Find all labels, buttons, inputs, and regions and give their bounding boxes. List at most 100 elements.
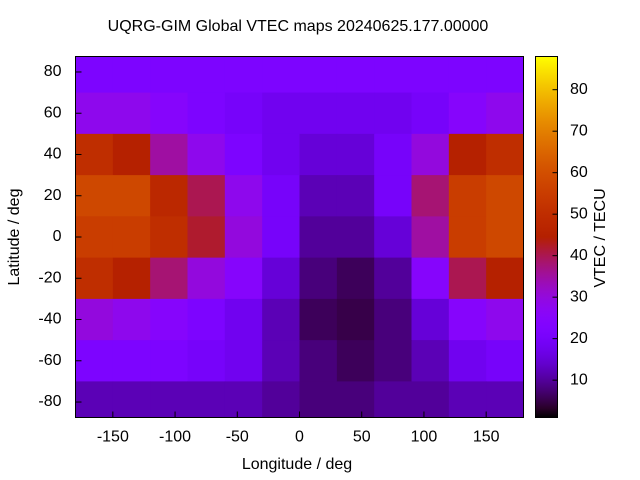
heat-cell (336, 298, 375, 341)
heat-cell (486, 381, 524, 418)
x-tick-label: 0 (295, 429, 304, 446)
heat-cell (187, 216, 226, 259)
heat-cell (187, 92, 226, 135)
heat-cell (374, 56, 412, 94)
y-tick-label: 20 (44, 187, 62, 204)
chart-title: UQRG-GIM Global VTEC maps 20240625.177.0… (108, 18, 489, 35)
heat-cell (336, 56, 375, 94)
colorbar-label: VTEC / TECU (592, 188, 609, 287)
heat-cell (411, 298, 450, 341)
colorbar-tick-label: 80 (570, 81, 588, 98)
heat-cell (448, 257, 487, 300)
heat-cell (187, 56, 226, 94)
heat-cell (374, 92, 412, 135)
heat-cell (374, 381, 412, 418)
heat-cell (374, 175, 412, 217)
heat-cell (374, 216, 412, 259)
heat-cell (187, 175, 226, 217)
heat-cell (411, 175, 450, 217)
heat-cell (75, 298, 114, 341)
heat-cell (336, 133, 375, 176)
heat-cell (262, 381, 300, 418)
heat-cell (336, 340, 375, 382)
heat-cell (187, 257, 226, 300)
heat-cell (75, 56, 114, 94)
heat-cell (336, 257, 375, 300)
heat-cell (262, 216, 300, 259)
heat-cell (112, 216, 151, 259)
heat-cell (374, 340, 412, 382)
heat-cell (112, 56, 151, 94)
heat-cell (262, 133, 300, 176)
heat-cell (75, 175, 114, 217)
heat-cell (486, 216, 524, 259)
heat-cell (448, 381, 487, 418)
heat-cell (374, 257, 412, 300)
colorbar-tick-label: 60 (570, 164, 588, 181)
heat-cell (262, 257, 300, 300)
heat-cell (448, 175, 487, 217)
x-tick-label: 150 (473, 429, 500, 446)
heat-cell (299, 298, 338, 341)
colorbar-tick-label: 30 (570, 288, 588, 305)
x-tick-label: -50 (226, 429, 249, 446)
heat-cell (224, 298, 263, 341)
heat-cell (150, 257, 188, 300)
heat-cell (486, 56, 524, 94)
heat-cell (374, 133, 412, 176)
y-tick-label: -40 (38, 311, 61, 328)
y-axis-label: Latitude / deg (6, 189, 23, 286)
heat-cell (448, 216, 487, 259)
heat-cell (411, 381, 450, 418)
heat-cell (224, 92, 263, 135)
heat-cell (411, 133, 450, 176)
heat-cell (299, 133, 338, 176)
heat-cell (486, 133, 524, 176)
x-tick-label: -100 (159, 429, 191, 446)
heat-cell (224, 175, 263, 217)
y-tick-label: 40 (44, 146, 62, 163)
heat-cell (336, 92, 375, 135)
heat-cell (224, 56, 263, 94)
heat-cell (448, 340, 487, 382)
heat-cell (336, 175, 375, 217)
y-tick-label: 0 (53, 228, 62, 245)
heat-cell (187, 298, 226, 341)
heat-cell (75, 92, 114, 135)
heat-cell (187, 381, 226, 418)
y-tick-label: -80 (38, 393, 61, 410)
heat-cell (262, 92, 300, 135)
heat-cell (262, 340, 300, 382)
heat-cell (150, 56, 188, 94)
heat-cell (374, 298, 412, 341)
heat-cell (75, 257, 114, 300)
heat-cell (150, 92, 188, 135)
heat-cell (411, 216, 450, 259)
y-tick-label: 80 (44, 63, 62, 80)
heat-cell (299, 381, 338, 418)
heat-cell (486, 92, 524, 135)
heat-cell (336, 216, 375, 259)
heat-cell (112, 175, 151, 217)
heat-cell (486, 257, 524, 300)
heat-cell (75, 133, 114, 176)
heat-cell (411, 92, 450, 135)
heat-cell (150, 133, 188, 176)
heat-cell (299, 257, 338, 300)
heat-cell (448, 56, 487, 94)
heat-cell (486, 298, 524, 341)
heat-cell (411, 56, 450, 94)
colorbar (535, 56, 558, 418)
heat-cell (448, 298, 487, 341)
heat-cell (299, 175, 338, 217)
heat-cell (150, 216, 188, 259)
x-tick-label: -150 (97, 429, 129, 446)
x-tick-label: 50 (353, 429, 371, 446)
heat-cell (150, 298, 188, 341)
heat-cell (112, 381, 151, 418)
heat-cell (224, 257, 263, 300)
heat-cell (224, 340, 263, 382)
heat-cell (75, 381, 114, 418)
heat-cell (224, 133, 263, 176)
